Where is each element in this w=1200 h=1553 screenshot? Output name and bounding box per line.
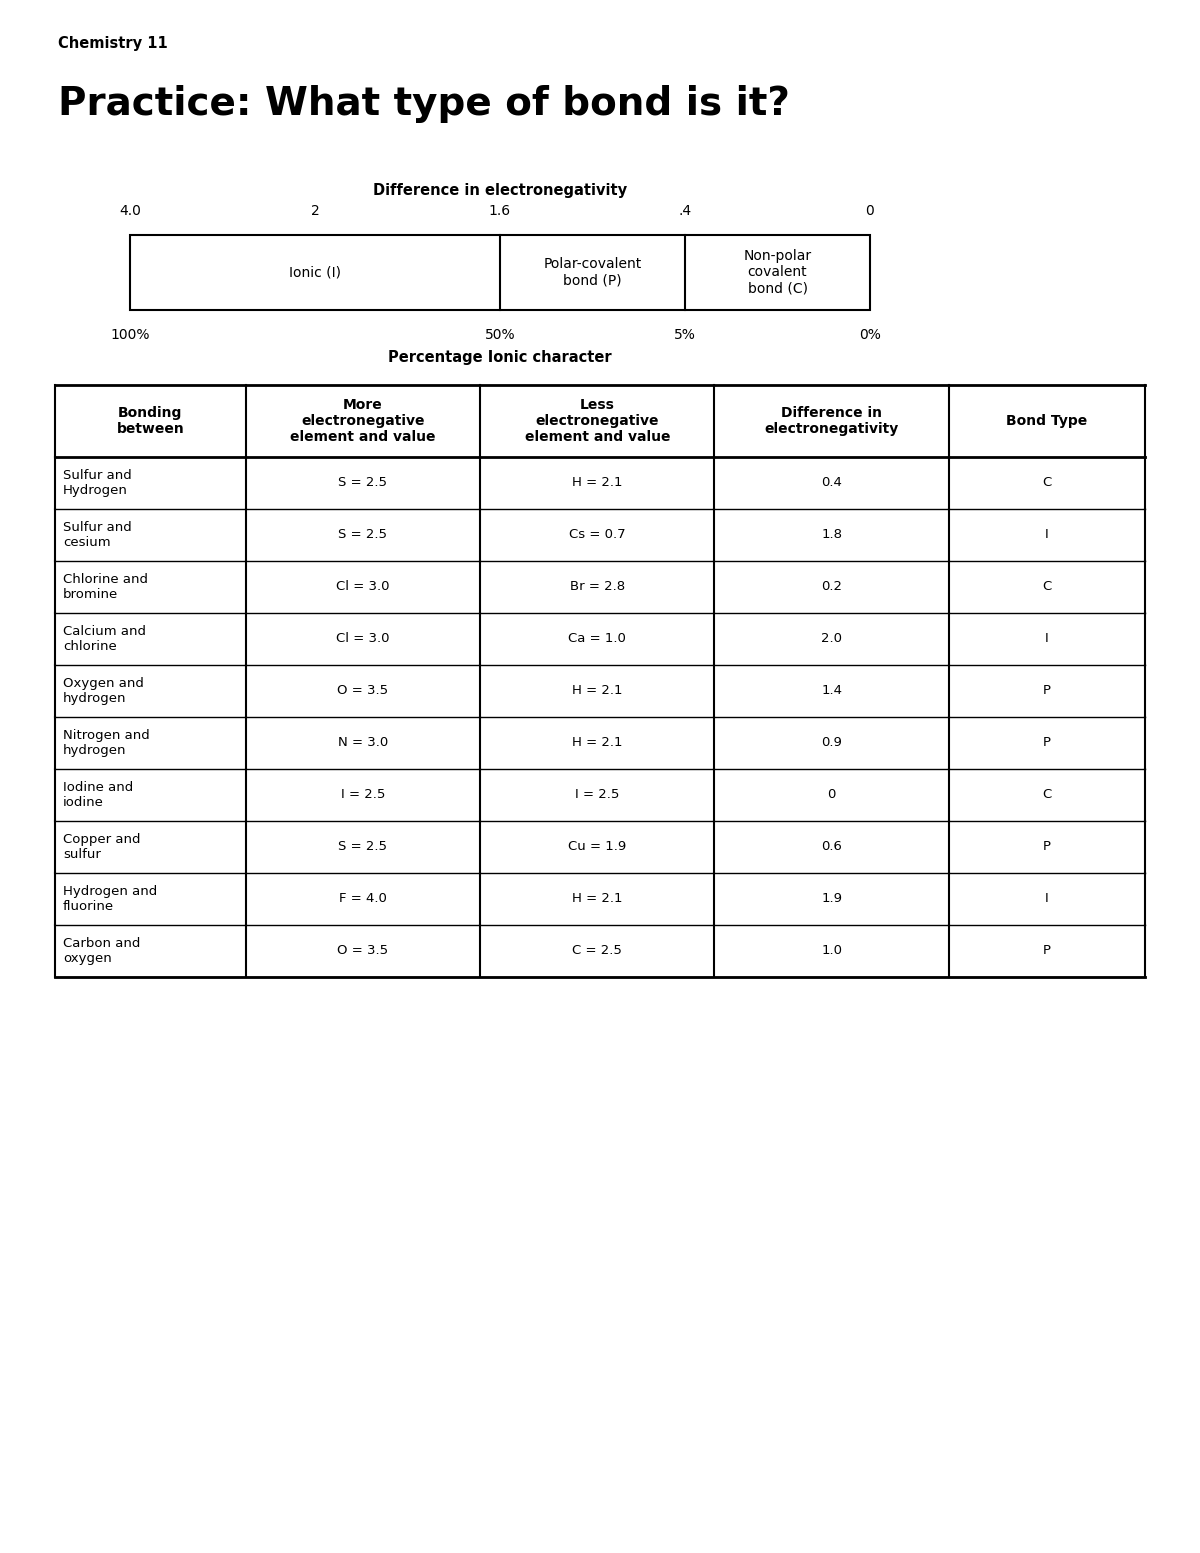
- Text: Cs = 0.7: Cs = 0.7: [569, 528, 625, 542]
- Text: C = 2.5: C = 2.5: [572, 944, 623, 958]
- Text: H = 2.1: H = 2.1: [572, 685, 623, 697]
- Text: 2.0: 2.0: [821, 632, 842, 646]
- Text: Hydrogen and
fluorine: Hydrogen and fluorine: [64, 885, 157, 913]
- Text: Practice: What type of bond is it?: Practice: What type of bond is it?: [58, 85, 790, 123]
- Text: Ionic (I): Ionic (I): [289, 266, 341, 280]
- Text: More
electronegative
element and value: More electronegative element and value: [290, 398, 436, 444]
- Text: Bonding
between: Bonding between: [116, 405, 185, 436]
- Text: Less
electronegative
element and value: Less electronegative element and value: [524, 398, 670, 444]
- Text: S = 2.5: S = 2.5: [338, 477, 388, 489]
- Text: Calcium and
chlorine: Calcium and chlorine: [64, 624, 146, 652]
- Text: C: C: [1043, 581, 1051, 593]
- Text: I = 2.5: I = 2.5: [341, 789, 385, 801]
- Text: Nitrogen and
hydrogen: Nitrogen and hydrogen: [64, 728, 150, 756]
- Text: Bond Type: Bond Type: [1007, 415, 1087, 429]
- Text: Carbon and
oxygen: Carbon and oxygen: [64, 936, 140, 964]
- Text: Difference in electronegativity: Difference in electronegativity: [373, 183, 628, 197]
- Text: Ca = 1.0: Ca = 1.0: [569, 632, 626, 646]
- Text: 1.4: 1.4: [821, 685, 842, 697]
- Text: 2: 2: [311, 203, 319, 217]
- Text: Cl = 3.0: Cl = 3.0: [336, 581, 390, 593]
- Text: I: I: [1045, 893, 1049, 905]
- Text: I = 2.5: I = 2.5: [575, 789, 619, 801]
- Text: H = 2.1: H = 2.1: [572, 736, 623, 750]
- Text: H = 2.1: H = 2.1: [572, 477, 623, 489]
- Text: C: C: [1043, 789, 1051, 801]
- Text: N = 3.0: N = 3.0: [338, 736, 388, 750]
- Text: Copper and
sulfur: Copper and sulfur: [64, 832, 140, 860]
- Text: 0.2: 0.2: [821, 581, 842, 593]
- Text: P: P: [1043, 840, 1051, 854]
- Text: 100%: 100%: [110, 328, 150, 342]
- Text: Non-polar
covalent
bond (C): Non-polar covalent bond (C): [744, 250, 811, 295]
- Text: S = 2.5: S = 2.5: [338, 528, 388, 542]
- Text: P: P: [1043, 944, 1051, 958]
- Text: Iodine and
iodine: Iodine and iodine: [64, 781, 133, 809]
- Text: P: P: [1043, 736, 1051, 750]
- Text: Difference in
electronegativity: Difference in electronegativity: [764, 405, 899, 436]
- Text: Cl = 3.0: Cl = 3.0: [336, 632, 390, 646]
- Text: Percentage Ionic character: Percentage Ionic character: [388, 349, 612, 365]
- Text: O = 3.5: O = 3.5: [337, 944, 389, 958]
- Text: 0: 0: [828, 789, 836, 801]
- Text: I: I: [1045, 528, 1049, 542]
- Text: 4.0: 4.0: [119, 203, 140, 217]
- Text: 50%: 50%: [485, 328, 515, 342]
- Text: 5%: 5%: [674, 328, 696, 342]
- Text: 1.9: 1.9: [821, 893, 842, 905]
- Text: F = 4.0: F = 4.0: [338, 893, 386, 905]
- Text: I: I: [1045, 632, 1049, 646]
- Text: Polar-covalent
bond (P): Polar-covalent bond (P): [544, 258, 642, 287]
- Text: .4: .4: [678, 203, 691, 217]
- Text: 0.6: 0.6: [821, 840, 842, 854]
- Text: Cu = 1.9: Cu = 1.9: [568, 840, 626, 854]
- Text: 1.6: 1.6: [488, 203, 511, 217]
- Text: Sulfur and
Hydrogen: Sulfur and Hydrogen: [64, 469, 132, 497]
- Text: Chemistry 11: Chemistry 11: [58, 36, 168, 51]
- Text: S = 2.5: S = 2.5: [338, 840, 388, 854]
- Text: Br = 2.8: Br = 2.8: [570, 581, 625, 593]
- Text: 0%: 0%: [859, 328, 881, 342]
- Text: Oxygen and
hydrogen: Oxygen and hydrogen: [64, 677, 144, 705]
- Text: 1.8: 1.8: [821, 528, 842, 542]
- Text: Chlorine and
bromine: Chlorine and bromine: [64, 573, 148, 601]
- Bar: [130, 235, 870, 311]
- Text: 0.4: 0.4: [821, 477, 842, 489]
- Text: P: P: [1043, 685, 1051, 697]
- Text: C: C: [1043, 477, 1051, 489]
- Text: O = 3.5: O = 3.5: [337, 685, 389, 697]
- Text: 0.9: 0.9: [821, 736, 842, 750]
- Text: H = 2.1: H = 2.1: [572, 893, 623, 905]
- Text: Sulfur and
cesium: Sulfur and cesium: [64, 520, 132, 550]
- Text: 0: 0: [865, 203, 875, 217]
- Text: 1.0: 1.0: [821, 944, 842, 958]
